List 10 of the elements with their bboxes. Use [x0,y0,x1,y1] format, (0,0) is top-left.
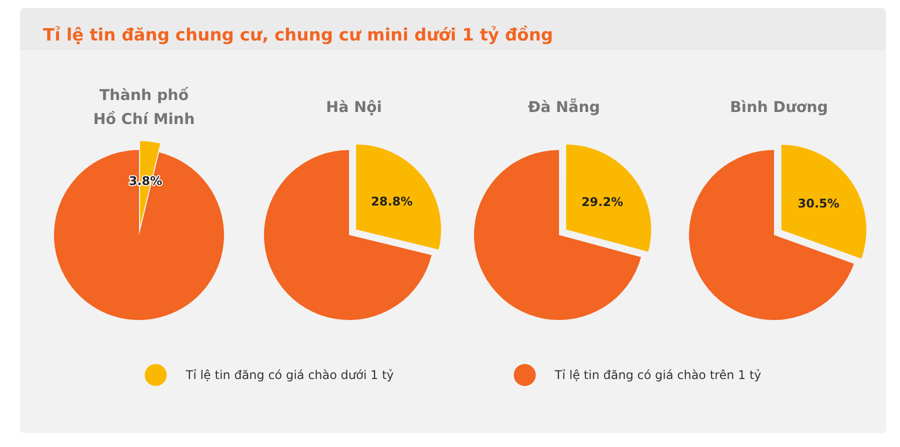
data-label: 29.2% [581,194,624,209]
data-label: 30.5% [798,196,840,211]
chart-subtitle: Thành phố Hồ Chí Minh [93,86,195,128]
legend-label: Tỉ lệ tin đăng có giá chào trên 1 tỷ [554,368,762,382]
chart-subtitle: Hà Nội [326,98,382,116]
chart-subtitle: Bình Dương [730,98,828,116]
chart-title: Tỉ lệ tin đăng chung cư, chung cư mini dưới 1 tỷ đồng [43,26,554,46]
chart-subtitle: Đà Nẵng [528,98,600,116]
legend-label: Tỉ lệ tin đăng có giá chào dưới 1 tỷ [184,368,394,382]
data-label: 28.8% [371,194,413,208]
